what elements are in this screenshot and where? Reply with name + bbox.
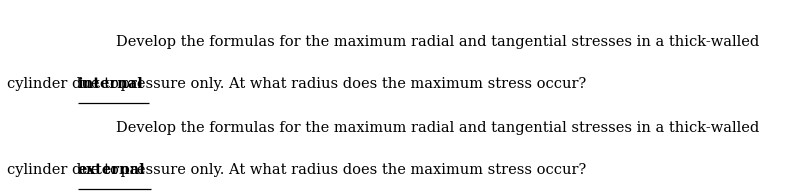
- Text: Develop the formulas for the maximum radial and tangential stresses in a thick-w: Develop the formulas for the maximum rad…: [117, 35, 760, 49]
- Text: Develop the formulas for the maximum radial and tangential stresses in a thick-w: Develop the formulas for the maximum rad…: [117, 121, 760, 135]
- Text: external: external: [77, 163, 145, 177]
- Text: internal: internal: [77, 77, 144, 91]
- Text: cylinder due to: cylinder due to: [6, 77, 123, 91]
- Text: pressure only. At what radius does the maximum stress occur?: pressure only. At what radius does the m…: [117, 163, 587, 177]
- Text: cylinder due to: cylinder due to: [6, 163, 123, 177]
- Text: pressure only. At what radius does the maximum stress occur?: pressure only. At what radius does the m…: [117, 77, 587, 91]
